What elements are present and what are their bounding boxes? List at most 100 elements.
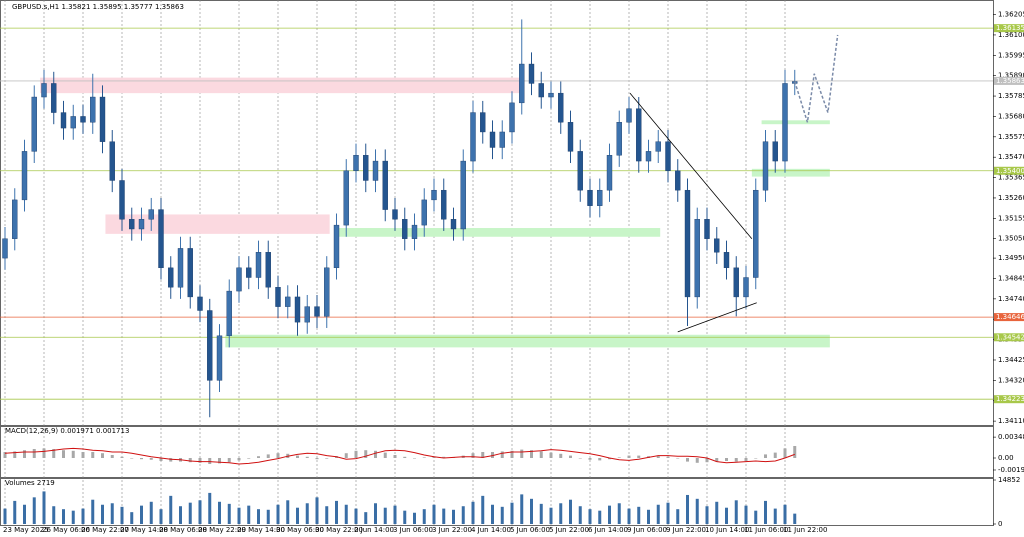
volume-bar (286, 500, 290, 524)
volume-bar (656, 504, 660, 524)
volume-bar (705, 506, 709, 524)
level-label: 1.35400 (996, 167, 1024, 175)
macd-bar (32, 449, 36, 458)
volume-bar (422, 509, 426, 524)
candle-body (187, 248, 193, 298)
candle-body (411, 224, 418, 239)
volume-bar (335, 500, 338, 524)
y-tick-label: 1.34425 (998, 356, 1024, 364)
volume-bar (627, 508, 631, 524)
volume-bar (647, 509, 650, 524)
candle-body (343, 170, 349, 226)
macd-bar (627, 455, 631, 458)
candle-body (723, 252, 730, 269)
candle-body (285, 296, 291, 307)
volume-bar (130, 512, 134, 524)
candle-body (31, 96, 37, 152)
candle-body (470, 112, 476, 162)
candle-body (548, 92, 554, 98)
level-tag (994, 395, 1024, 404)
volume-bar (510, 502, 514, 524)
candle-body (577, 151, 583, 191)
volume-bar (110, 503, 114, 524)
macd-bar (500, 451, 504, 458)
candle-body (70, 116, 76, 129)
macd-bar (62, 450, 65, 458)
candle-body (333, 224, 340, 269)
candle-body (363, 155, 369, 181)
x-tick-label: 11 Jun 22:00 (783, 526, 827, 534)
candle-body (353, 155, 359, 171)
volume-bar (715, 501, 719, 524)
zone (761, 120, 830, 125)
zone (225, 334, 830, 348)
macd-bar (110, 455, 114, 458)
macd-bar (569, 455, 572, 458)
candle-body (216, 335, 223, 381)
y-tick-label: 1.35260 (998, 194, 1024, 202)
level-label: 1.34223 (996, 395, 1024, 403)
volume-bar (179, 506, 182, 524)
level-tag (994, 333, 1024, 342)
x-tick-label: 5 Jun 22:00 (549, 526, 589, 534)
y-tick-label: 1.34740 (998, 295, 1024, 303)
volume-bar (3, 508, 7, 524)
macd-bar (296, 455, 299, 458)
candle-body (236, 267, 242, 292)
candle-body (372, 160, 379, 181)
candle-body (675, 170, 681, 191)
candle-body (762, 141, 769, 191)
macd-bar (374, 450, 377, 458)
volume-bar (461, 506, 465, 524)
volume-bar (578, 506, 582, 524)
macd-bar (364, 450, 368, 458)
macd-bar (354, 450, 358, 458)
volume-bar (783, 504, 787, 524)
volume-bar (452, 509, 455, 524)
candle-body (431, 189, 437, 201)
y-tick-label: 1.34845 (998, 274, 1024, 282)
candle-body (80, 116, 86, 123)
macd-bar (23, 450, 26, 458)
volume-bar (296, 507, 299, 524)
x-tick-label: 28 May 06:00 (159, 526, 207, 534)
x-tick-label: 4 Jun 14:00 (471, 526, 511, 534)
candle-body (753, 189, 759, 278)
macd-bar (725, 458, 728, 461)
volume-bar (354, 508, 358, 524)
volume-bar (169, 495, 173, 524)
volume-bar (237, 507, 241, 524)
x-tick-label: 3 Jun 22:00 (432, 526, 472, 534)
macd-bar (481, 452, 485, 458)
macd-bar (617, 457, 621, 458)
macd-bar (773, 452, 777, 458)
macd-bar (325, 458, 329, 459)
volume-bar (686, 494, 689, 524)
macd-bar (91, 452, 95, 458)
volume-bar (227, 503, 231, 524)
chart-header: GBPUSD.s,H1 1.35821 1.35895 1.35777 1.35… (12, 3, 184, 11)
macd-bar (159, 458, 163, 461)
volume-bar (364, 512, 368, 524)
macd-bar (101, 453, 104, 458)
macd-bar (383, 452, 387, 458)
volume-bar (695, 498, 699, 524)
macd-bar (676, 458, 680, 459)
y-tick-label: 1.36205 (998, 11, 1024, 19)
x-tick-label: 30 May 06:00 (276, 526, 324, 534)
volume-bar (549, 507, 553, 524)
candle-body (324, 267, 330, 317)
x-tick-label: 26 May 06:00 (42, 526, 90, 534)
candle-body (567, 122, 574, 152)
volume-bar (569, 499, 572, 524)
candle-body (99, 96, 106, 142)
candle-body (21, 151, 28, 201)
volume-bar (32, 497, 36, 524)
volume-bar (559, 503, 563, 524)
candle-body (694, 219, 700, 298)
volume-bar (325, 506, 329, 524)
candle-body (148, 209, 154, 220)
macd-bar (471, 453, 475, 458)
macd-bar (81, 452, 85, 458)
